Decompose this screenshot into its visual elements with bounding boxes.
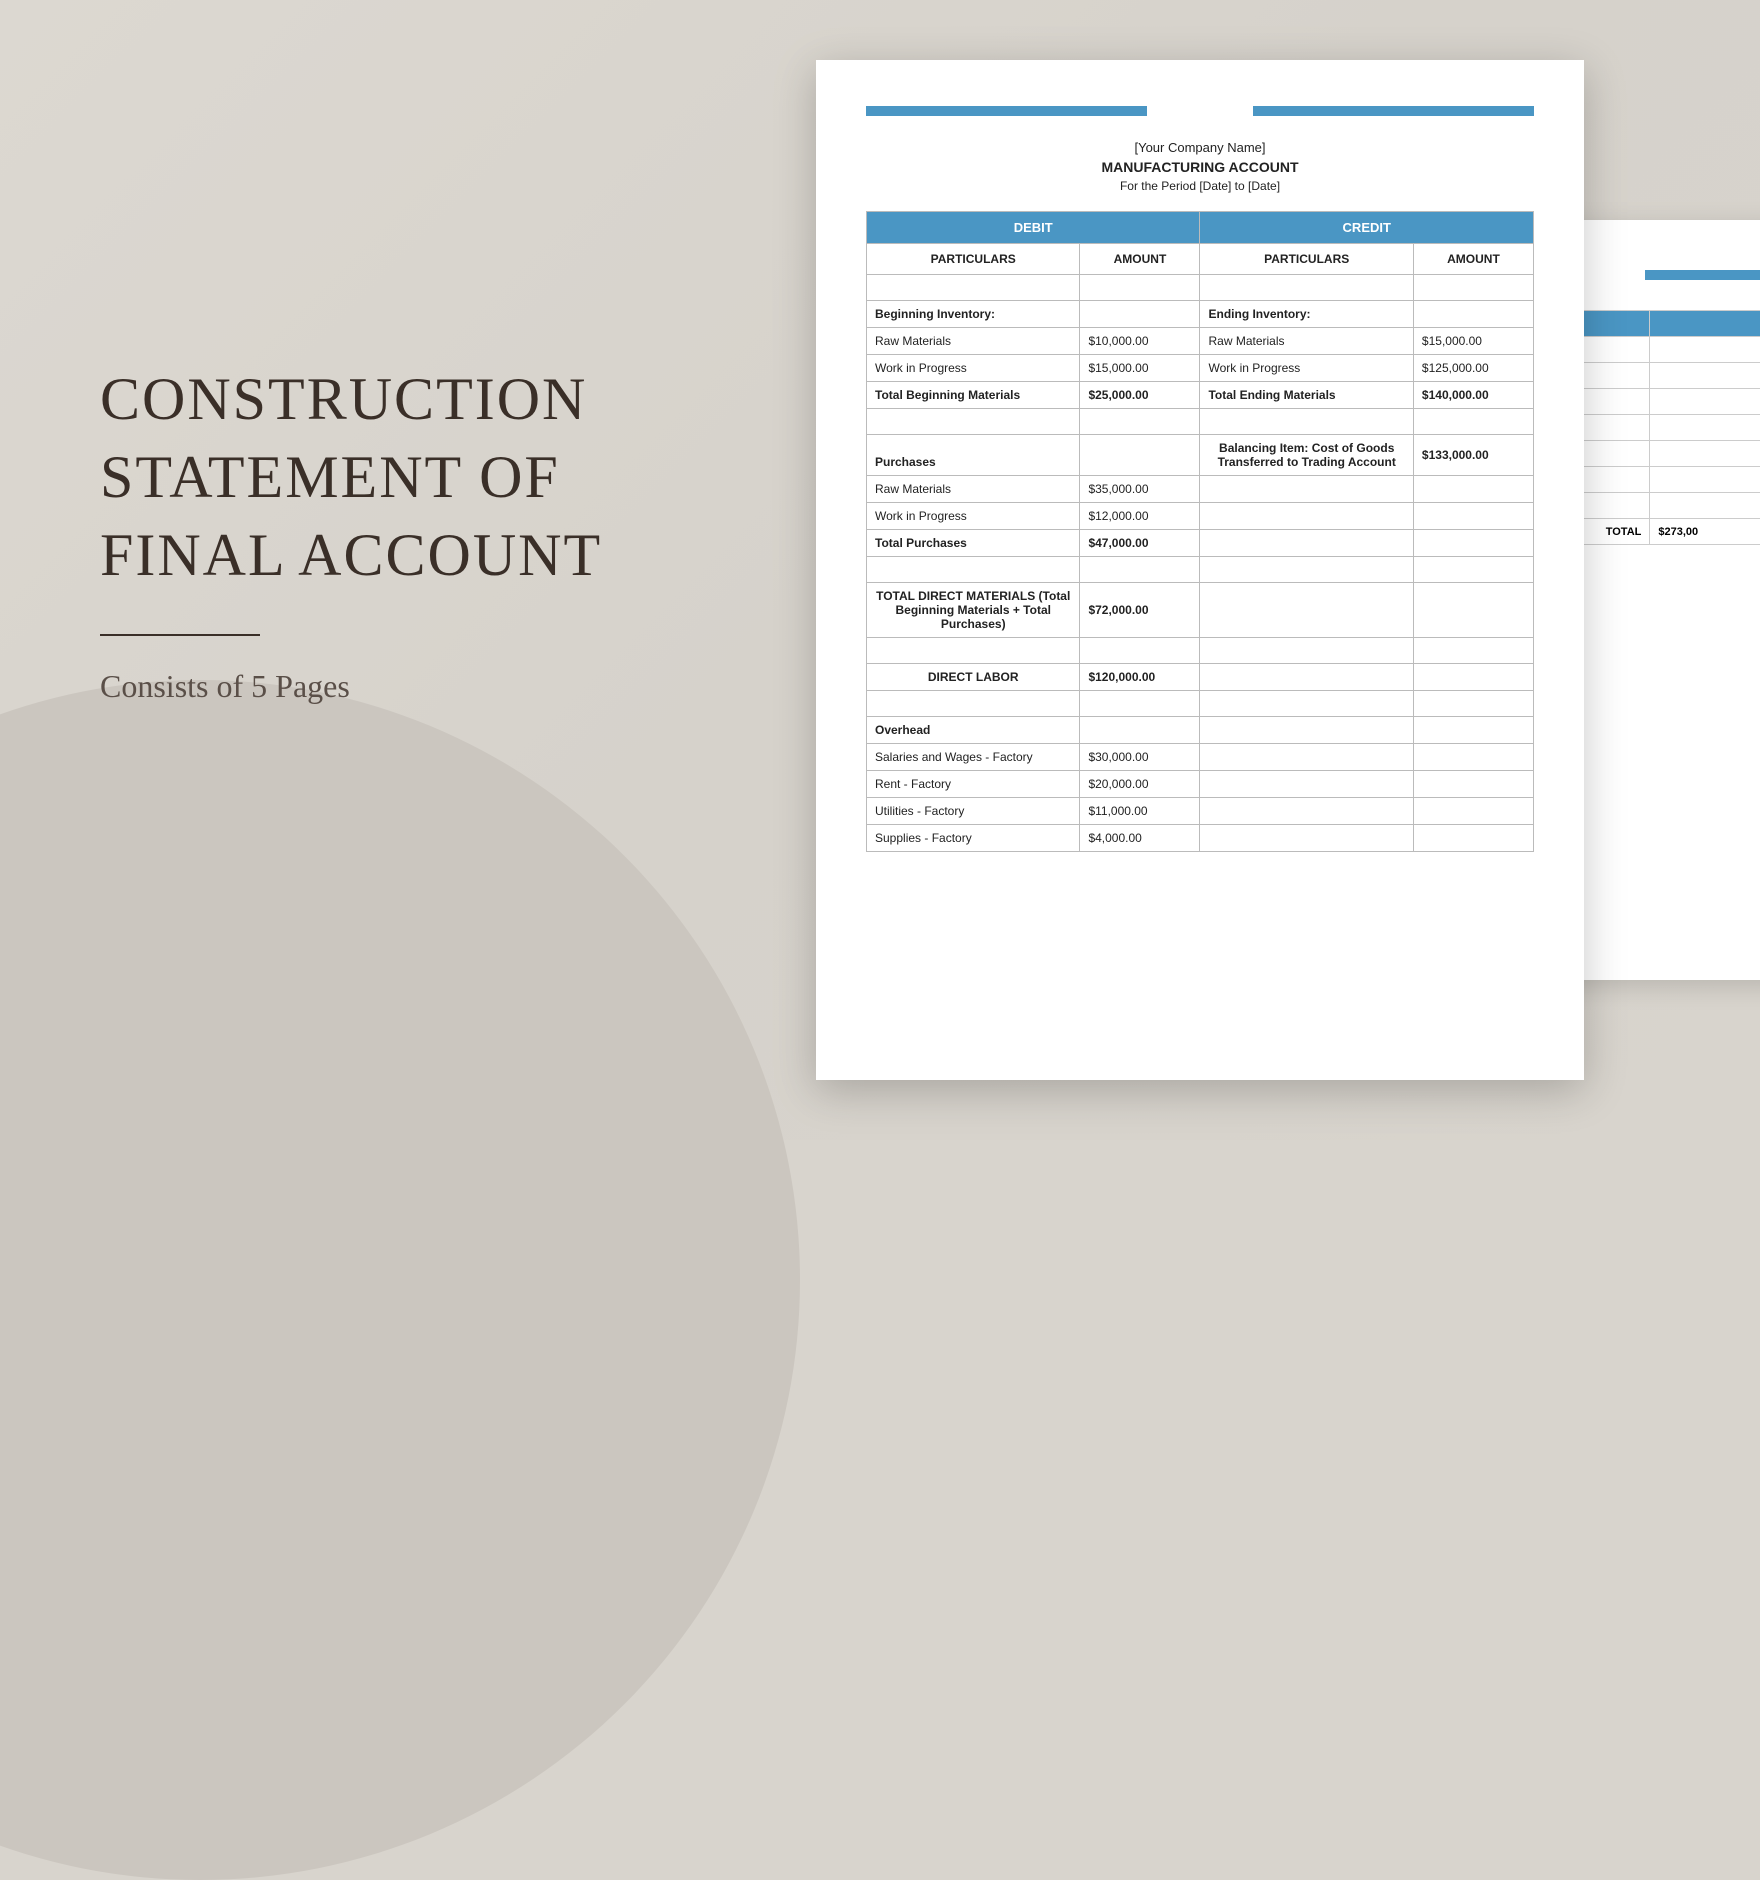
row-amt: $20,000.00	[1080, 771, 1200, 798]
row-amt: $15,000.00	[1080, 355, 1200, 382]
row-label: Purchases	[867, 435, 1080, 476]
row-amt: $125,000.00	[1413, 355, 1533, 382]
row-label: Total Ending Materials	[1200, 382, 1413, 409]
hdr-debit: DEBIT	[867, 212, 1200, 244]
row-amt: $15,000.00	[1413, 328, 1533, 355]
hdr-amount-1: AMOUNT	[1080, 244, 1200, 275]
hdr-amount-2: AMOUNT	[1413, 244, 1533, 275]
row-amt: $140,000.00	[1413, 382, 1533, 409]
account-table: DEBIT CREDIT PARTICULARS AMOUNT PARTICUL…	[866, 211, 1534, 852]
row-label: Beginning Inventory:	[867, 301, 1080, 328]
company-name: [Your Company Name]	[866, 140, 1534, 155]
row-label: Utilities - Factory	[867, 798, 1080, 825]
row-label: DIRECT LABOR	[867, 664, 1080, 691]
row-amt: $11,000.00	[1080, 798, 1200, 825]
row-label: Work in Progress	[1200, 355, 1413, 382]
row-amt: $12,000.00	[1080, 503, 1200, 530]
row-label: Balancing Item: Cost of Goods Transferre…	[1200, 435, 1413, 476]
main-title: CONSTRUCTION STATEMENT OF FINAL ACCOUNT	[100, 360, 720, 594]
doc-period: For the Period [Date] to [Date]	[866, 179, 1534, 193]
row-label: Supplies - Factory	[867, 825, 1080, 852]
front-page: [Your Company Name] MANUFACTURING ACCOUN…	[816, 60, 1584, 1080]
left-panel: CONSTRUCTION STATEMENT OF FINAL ACCOUNT …	[100, 360, 720, 705]
hdr-credit: CREDIT	[1200, 212, 1534, 244]
row-amt: $30,000.00	[1080, 744, 1200, 771]
subtitle: Consists of 5 Pages	[100, 668, 720, 705]
doc-title: MANUFACTURING ACCOUNT	[866, 159, 1534, 175]
top-accent-bars	[866, 106, 1534, 116]
row-amt: $47,000.00	[1080, 530, 1200, 557]
row-amt: $35,000.00	[1080, 476, 1200, 503]
row-label: Raw Materials	[867, 476, 1080, 503]
row-label: Raw Materials	[867, 328, 1080, 355]
row-label: Total Purchases	[867, 530, 1080, 557]
title-line-2: STATEMENT OF	[100, 438, 720, 516]
row-amt: $4,000.00	[1080, 825, 1200, 852]
row-amt: $25,000.00	[1080, 382, 1200, 409]
row-label: Overhead	[867, 717, 1080, 744]
hdr-particulars-2: PARTICULARS	[1200, 244, 1413, 275]
row-label: Ending Inventory:	[1200, 301, 1413, 328]
row-amt: $133,000.00	[1413, 435, 1533, 476]
row-label: Work in Progress	[867, 503, 1080, 530]
title-line-1: CONSTRUCTION	[100, 360, 720, 438]
row-label: TOTAL DIRECT MATERIALS (Total Beginning …	[867, 583, 1080, 638]
row-amt: $10,000.00	[1080, 328, 1200, 355]
hdr-particulars-1: PARTICULARS	[867, 244, 1080, 275]
row-label: Salaries and Wages - Factory	[867, 744, 1080, 771]
row-label: Work in Progress	[867, 355, 1080, 382]
divider	[100, 634, 260, 636]
row-label: Rent - Factory	[867, 771, 1080, 798]
row-amt: $72,000.00	[1080, 583, 1200, 638]
title-line-3: FINAL ACCOUNT	[100, 516, 720, 594]
doc-header: [Your Company Name] MANUFACTURING ACCOUN…	[866, 140, 1534, 193]
row-label: Raw Materials	[1200, 328, 1413, 355]
row-amt: $120,000.00	[1080, 664, 1200, 691]
row-label: Total Beginning Materials	[867, 382, 1080, 409]
back-total-amt: $273,00	[1650, 519, 1760, 545]
